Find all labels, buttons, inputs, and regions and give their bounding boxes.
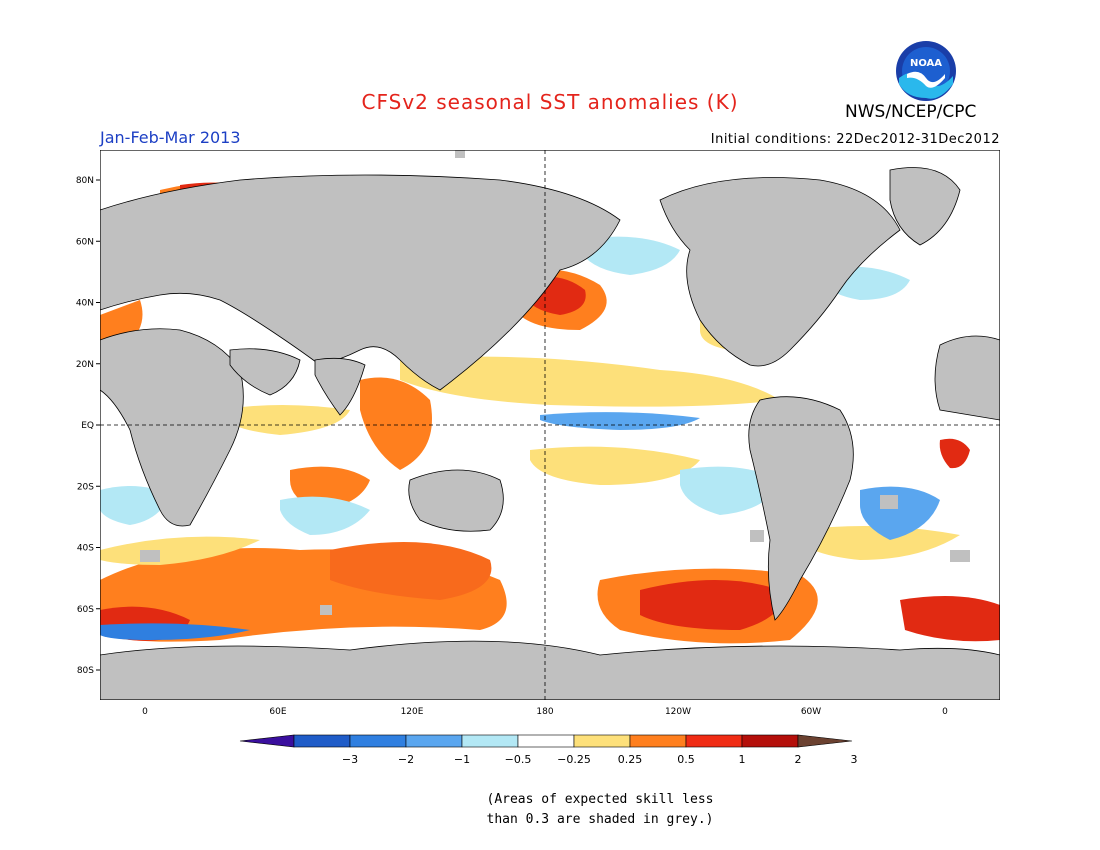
colorbar-label: 3 (851, 753, 858, 766)
eurasia (100, 174, 621, 391)
skill-note-line2: than 0.3 are shaded in grey.) (486, 812, 714, 827)
lon-axis: 0 60E 120E 180 120W 60W 0 (142, 707, 948, 717)
forecast-period: Jan-Feb-Mar 2013 (100, 128, 241, 147)
colorbar-segment (405, 734, 463, 748)
lat-tick-label: 20N (76, 360, 94, 370)
lat-tick-label: 40S (77, 544, 94, 554)
colorbar-segment (629, 734, 687, 748)
skill-note-line1: (Areas of expected skill less (486, 792, 714, 807)
colorbar-label: 0.5 (677, 753, 695, 766)
colorbar-label: 1 (739, 753, 746, 766)
agency-label: NWS/NCEP/CPC (845, 102, 977, 122)
antarctica (100, 640, 1000, 700)
lon-tick-label: 120W (665, 707, 691, 717)
lat-tick-label: 40N (76, 299, 94, 309)
colorbar-label: 0.25 (618, 753, 643, 766)
noaa-logo-icon: NOAA (896, 41, 956, 101)
arabia (229, 348, 301, 396)
colorbar-segment (461, 734, 519, 748)
colorbar-label: −0.5 (505, 753, 532, 766)
colorbar-segment (293, 734, 351, 748)
colorbar-label: −0.25 (557, 753, 591, 766)
landmasses (100, 167, 1000, 700)
lat-tick-label: 20S (77, 482, 94, 492)
india (314, 357, 366, 416)
low-skill-areas (140, 150, 970, 615)
lon-tick-label: 60W (801, 707, 821, 717)
lat-axis: 80N 60N 40N 20N EQ 20S 40S 60S 80S (76, 176, 100, 676)
south-america (748, 396, 854, 621)
lon-tick-label: 0 (142, 707, 148, 717)
greenland (889, 167, 961, 246)
colorbar-label: −2 (398, 753, 414, 766)
north-america (659, 177, 901, 367)
colorbar-segment (685, 734, 743, 748)
lat-tick-label: 80N (76, 176, 94, 186)
lat-tick-label: 60N (76, 237, 94, 247)
colorbar-min-triangle (239, 734, 295, 748)
lon-tick-label: 120E (401, 707, 424, 717)
initial-conditions: Initial conditions: 22Dec2012-31Dec2012 (710, 132, 1000, 147)
colorbar-max-triangle (797, 734, 853, 748)
sst-anomaly-map (100, 150, 1000, 700)
colorbar-segment (517, 734, 575, 748)
colorbar-segment (573, 734, 631, 748)
logo-text: NOAA (910, 58, 942, 69)
africa-wrap (934, 335, 1000, 421)
lon-tick-label: 0 (942, 707, 948, 717)
lat-tick-label: 60S (77, 605, 94, 615)
colorbar-segment (741, 734, 799, 748)
colorbar: −3 −2 −1 −0.5 −0.25 0.25 0.5 1 2 3 (239, 734, 858, 766)
colorbar-label: 2 (795, 753, 802, 766)
colorbar-label: −3 (342, 753, 358, 766)
australia (408, 469, 504, 532)
lat-tick-label: 80S (77, 666, 94, 676)
colorbar-segment (349, 734, 407, 748)
map-title: CFSv2 seasonal SST anomalies (K) (361, 90, 739, 114)
africa (100, 328, 244, 527)
lon-tick-label: 60E (269, 707, 286, 717)
lat-tick-label: EQ (81, 421, 94, 431)
lon-tick-label: 180 (536, 707, 553, 717)
skill-note: (Areas of expected skill less than 0.3 a… (460, 790, 740, 830)
colorbar-label: −1 (454, 753, 470, 766)
